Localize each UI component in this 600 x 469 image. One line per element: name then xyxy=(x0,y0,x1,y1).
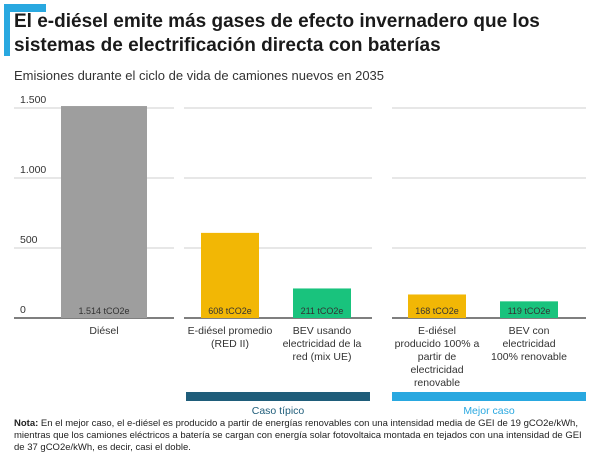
group-band xyxy=(392,392,586,401)
y-tick-label: 500 xyxy=(20,234,38,246)
category-label: E-diésel promedio (RED II) xyxy=(188,325,273,350)
y-tick-label: 0 xyxy=(20,304,26,316)
group-band xyxy=(186,392,370,401)
category-label: BEV usando electricidad de la red (mix UE) xyxy=(283,325,362,363)
accent-mark xyxy=(4,4,46,12)
chart-subtitle: Emisiones durante el ciclo de vida de ca… xyxy=(14,68,385,83)
bar-chart: 0 500 1.000 1.500 1.514 tCO2e Diésel 608 tCO2e… xyxy=(14,94,586,416)
bar-value-label: 211 tCO2e xyxy=(301,306,344,316)
bar-2-1 xyxy=(500,301,558,318)
bar-1-1 xyxy=(293,288,351,318)
footnote-text: En el mejor caso, el e-diésel es produci… xyxy=(14,418,582,453)
bar-1-0 xyxy=(201,232,259,318)
chart-title: El e-diésel emite más gases de efecto in… xyxy=(14,11,540,56)
group-label: Mejor caso xyxy=(463,405,515,416)
category-label: BEV con electricidad 100% renovable xyxy=(491,325,567,363)
category-label: E-diésel producido 100% a partir de electri… xyxy=(395,325,480,389)
bar-value-label: 119 tCO2e xyxy=(508,306,551,316)
y-tick-label: 1.000 xyxy=(20,164,46,176)
footnote: Nota: En el mejor caso, el e-diésel es p… xyxy=(14,418,590,454)
y-tick-label: 1.500 xyxy=(20,94,46,106)
bar-value-label: 168 tCO2e xyxy=(415,306,459,316)
bar-value-label: 608 tCO2e xyxy=(208,306,252,316)
bar-value-label: 1.514 tCO2e xyxy=(78,306,129,316)
accent-mark-vertical xyxy=(4,4,10,56)
category-label: Diésel xyxy=(89,325,118,337)
group-label: Caso típico xyxy=(252,405,305,416)
footnote-label: Nota: xyxy=(14,418,39,429)
bar-0-0 xyxy=(61,106,147,318)
bar-2-0 xyxy=(408,294,466,318)
